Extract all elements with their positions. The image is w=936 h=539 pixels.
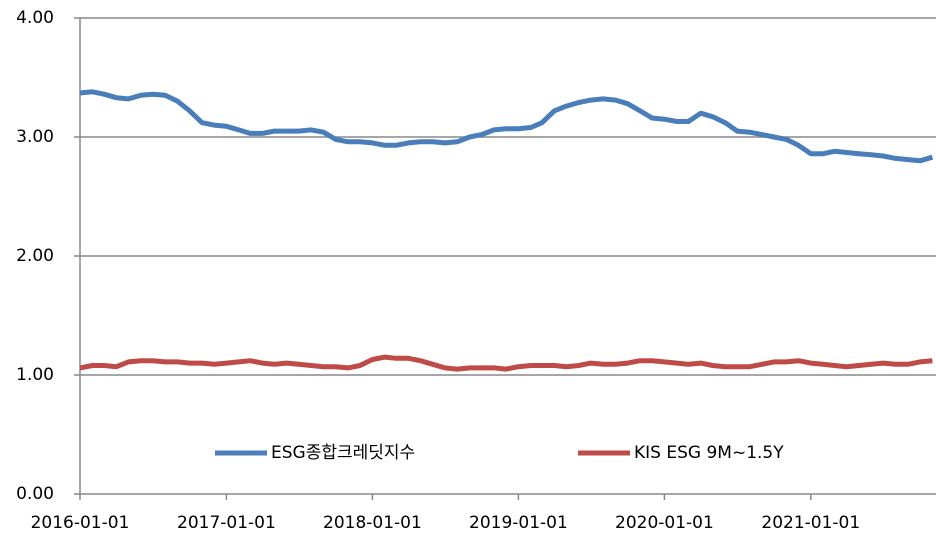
series-line xyxy=(79,89,934,164)
y-tick-label: 0.00 xyxy=(16,484,54,504)
x-tick-label: 2021-01-01 xyxy=(761,513,860,533)
y-tick-label: 4.00 xyxy=(16,8,54,28)
x-tick-label: 2017-01-01 xyxy=(177,513,276,533)
legend-label: ESG종합크레딧지수 xyxy=(271,443,415,463)
x-tick-label: 2019-01-01 xyxy=(469,513,568,533)
x-tick-label: 2018-01-01 xyxy=(323,513,422,533)
y-tick-label: 1.00 xyxy=(16,365,54,385)
x-tick-label: 2016-01-01 xyxy=(31,513,130,533)
y-tick-label: 3.00 xyxy=(16,127,54,147)
legend-label: KIS ESG 9M~1.5Y xyxy=(634,443,784,463)
series-line xyxy=(79,354,933,372)
y-tick-label: 2.00 xyxy=(16,246,54,266)
x-tick-label: 2020-01-01 xyxy=(615,513,714,533)
